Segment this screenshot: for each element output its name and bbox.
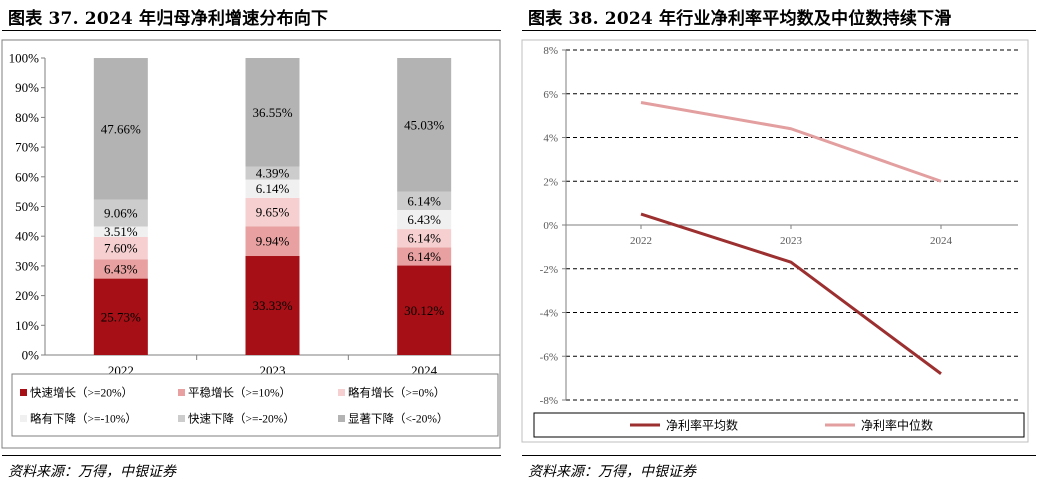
right-source-rule bbox=[522, 455, 1036, 456]
y-tick-label: -4% bbox=[540, 308, 558, 320]
bar-segment bbox=[397, 191, 452, 210]
legend-swatch bbox=[178, 389, 185, 396]
x-tick-label: 2023 bbox=[780, 235, 803, 247]
bar-segment bbox=[93, 278, 148, 355]
bar-segment bbox=[397, 58, 452, 192]
bar-segment bbox=[93, 58, 148, 200]
y-tick-label: 6% bbox=[543, 89, 558, 101]
bar-data-label: 6.14% bbox=[407, 249, 441, 264]
y-tick-label: 0% bbox=[22, 348, 40, 363]
bar-data-label: 30.12% bbox=[404, 303, 444, 318]
right-title-rule bbox=[522, 30, 1036, 31]
legend-label: 净利率中位数 bbox=[861, 418, 933, 433]
y-tick-label: 8% bbox=[543, 45, 558, 57]
bar-segment bbox=[93, 226, 148, 237]
bar-segment bbox=[93, 236, 148, 260]
legend-label: 平稳增长（>=10%） bbox=[188, 386, 291, 400]
right-figure-title: 图表 38. 2024 年行业净利率平均数及中位数持续下滑 bbox=[528, 9, 952, 29]
bar-segment bbox=[245, 179, 300, 198]
legend-swatch bbox=[20, 415, 27, 422]
right-source-note: 资料来源：万得，中银证券 bbox=[528, 464, 696, 480]
left-chart-frame bbox=[1, 39, 501, 449]
y-tick-label: -2% bbox=[540, 264, 558, 276]
bar-segment bbox=[397, 229, 452, 248]
x-tick-label: 2024 bbox=[930, 235, 953, 247]
y-tick-label: 30% bbox=[15, 258, 39, 273]
legend-swatch bbox=[338, 389, 345, 396]
bar-segment bbox=[397, 265, 452, 355]
left-legend-box bbox=[11, 373, 499, 437]
y-tick-label: 0% bbox=[543, 220, 558, 232]
bar-data-label: 6.14% bbox=[407, 231, 441, 246]
bar-data-label: 36.55% bbox=[252, 105, 292, 120]
x-tick-label: 2022 bbox=[630, 235, 652, 247]
bar-segment bbox=[397, 209, 452, 230]
bar-segment bbox=[245, 58, 300, 167]
y-tick-label: -8% bbox=[540, 395, 558, 407]
y-tick-label: 50% bbox=[15, 199, 39, 214]
bar-segment bbox=[93, 259, 148, 279]
y-tick-label: 90% bbox=[15, 80, 39, 95]
bar-data-label: 9.06% bbox=[104, 206, 138, 221]
legend-label: 略有增长（>=0%） bbox=[348, 386, 445, 400]
legend-label: 净利率平均数 bbox=[666, 418, 738, 433]
left-title-rule bbox=[2, 30, 501, 31]
bar-data-label: 6.14% bbox=[256, 181, 290, 196]
legend-label: 快速增长（>=20%） bbox=[30, 386, 133, 400]
bar-data-label: 9.65% bbox=[256, 205, 290, 220]
bar-segment bbox=[93, 199, 148, 227]
left-source-rule bbox=[2, 455, 501, 456]
bar-data-label: 47.66% bbox=[101, 121, 141, 136]
right-chart-frame bbox=[521, 39, 1029, 443]
y-tick-label: -6% bbox=[540, 351, 558, 363]
legend-swatch bbox=[178, 415, 185, 422]
stacked-bar-chart: 0% 10% 20% 30% 40% 50% 60% 70% 80% 90% 100% 25.73% 6… bbox=[1, 39, 501, 449]
y-tick-label: 100% bbox=[9, 51, 40, 66]
y-tick-label: 2% bbox=[543, 176, 558, 188]
y-tick-label: 60% bbox=[15, 169, 39, 184]
bar-data-label: 6.14% bbox=[407, 193, 441, 208]
bar-segment bbox=[245, 197, 300, 227]
left-source-note: 资料来源：万得，中银证券 bbox=[8, 464, 176, 480]
legend-label: 略有下降（>=-10%） bbox=[30, 412, 137, 426]
y-tick-label: 4% bbox=[543, 133, 558, 145]
bar-data-label: 6.43% bbox=[407, 212, 441, 227]
line-chart: -8% -6% -4% -2% 0% 2% 4% 6% 8% 2022 2023 2024 净利率平均数… bbox=[521, 39, 1029, 443]
left-figure-title: 图表 37. 2024 年归母净利增速分布向下 bbox=[8, 9, 329, 29]
bar-data-label: 9.94% bbox=[256, 234, 290, 249]
bar-segment bbox=[397, 247, 452, 266]
bar-data-label: 45.03% bbox=[404, 117, 444, 132]
bar-data-label: 4.39% bbox=[256, 166, 290, 181]
y-tick-label: 80% bbox=[15, 110, 39, 125]
series-line bbox=[640, 212, 942, 375]
legend-swatch bbox=[20, 389, 27, 396]
left-figure-panel: 图表 37. 2024 年归母净利增速分布向下 0% 10% 20% 30% 40% 50… bbox=[0, 0, 505, 484]
legend-label: 快速下降（>=-20%） bbox=[188, 412, 295, 426]
bar-data-label: 33.33% bbox=[252, 298, 292, 313]
bar-data-label: 25.73% bbox=[101, 309, 141, 324]
legend-label: 显著下降（<-20%） bbox=[348, 412, 448, 426]
y-tick-label: 40% bbox=[15, 229, 39, 244]
y-tick-label: 20% bbox=[15, 288, 39, 303]
bar-segment bbox=[245, 256, 300, 355]
bar-segment bbox=[245, 166, 300, 180]
series-line bbox=[640, 101, 942, 183]
bar-data-label: 7.60% bbox=[104, 241, 138, 256]
right-legend-box bbox=[533, 412, 1025, 438]
legend-swatch bbox=[338, 415, 345, 422]
y-tick-label: 70% bbox=[15, 140, 39, 155]
bar-data-label: 6.43% bbox=[104, 262, 138, 277]
y-tick-label: 10% bbox=[15, 318, 39, 333]
bar-segment bbox=[245, 226, 300, 257]
right-figure-panel: 图表 38. 2024 年行业净利率平均数及中位数持续下滑 -8% -6% -4% -… bbox=[520, 0, 1040, 484]
bar-data-label: 3.51% bbox=[104, 224, 138, 239]
